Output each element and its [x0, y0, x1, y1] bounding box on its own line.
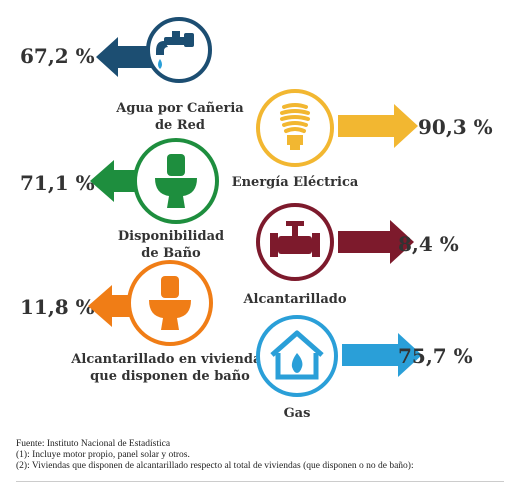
energy-label-line1: Energía Eléctrica [231, 175, 359, 190]
sewer-homes-label: Alcantarillado en viviendas que disponen… [70, 351, 270, 385]
water-circle [146, 17, 212, 83]
bottom-divider [16, 481, 504, 482]
note-2: (2): Viviendas que disponen de alcantari… [16, 461, 414, 471]
source-notes: Fuente: Instituto Nacional de Estadístic… [16, 439, 414, 472]
sewer-homes-label-line1: Alcantarillado en viviendas [71, 352, 269, 367]
sewer-circle [256, 203, 334, 281]
sewer-arrow-right [338, 220, 414, 264]
pipe-valve-icon [270, 221, 320, 257]
bath-circle [133, 138, 219, 224]
energy-arrow-right [338, 104, 418, 148]
bath-label: Disponibilidad de Baño [106, 228, 236, 262]
gas-circle [256, 315, 338, 397]
gas-percentage: 75,7 % [398, 344, 473, 368]
sewer-homes-circle [127, 260, 213, 346]
sewer-percentage: 8,4 % [398, 232, 459, 256]
bath-label-line1: Disponibilidad [117, 229, 225, 244]
gas-label: Gas [252, 405, 342, 422]
light-bulb-icon [280, 103, 310, 150]
house-flame-icon [270, 330, 324, 380]
bath-label-line2: de Baño [141, 246, 201, 261]
bath-percentage: 71,1 % [20, 171, 95, 195]
toilet-icon [149, 276, 191, 330]
water-percentage: 67,2 % [20, 44, 95, 68]
note-1: (1): Incluye motor propio, panel solar y… [16, 450, 190, 460]
sewer-homes-label-line2: que disponen de baño [90, 369, 250, 384]
gas-label-line1: Gas [283, 406, 311, 421]
energy-circle [256, 89, 334, 167]
water-label: Agua por Cañeria de Red [100, 100, 260, 134]
energy-percentage: 90,3 % [418, 115, 493, 139]
toilet-icon [155, 154, 197, 208]
source-line: Fuente: Instituto Nacional de Estadístic… [16, 439, 171, 449]
sewer-homes-percentage: 11,8 % [20, 295, 95, 319]
faucet-icon [156, 31, 194, 69]
water-label-line1: Agua por Cañeria [116, 101, 244, 116]
energy-label: Energía Eléctrica [220, 174, 370, 191]
sewer-label-line1: Alcantarillado [243, 292, 347, 307]
sewer-label: Alcantarillado [230, 291, 360, 308]
gas-arrow-right [342, 333, 422, 377]
water-label-line2: de Red [154, 118, 206, 133]
